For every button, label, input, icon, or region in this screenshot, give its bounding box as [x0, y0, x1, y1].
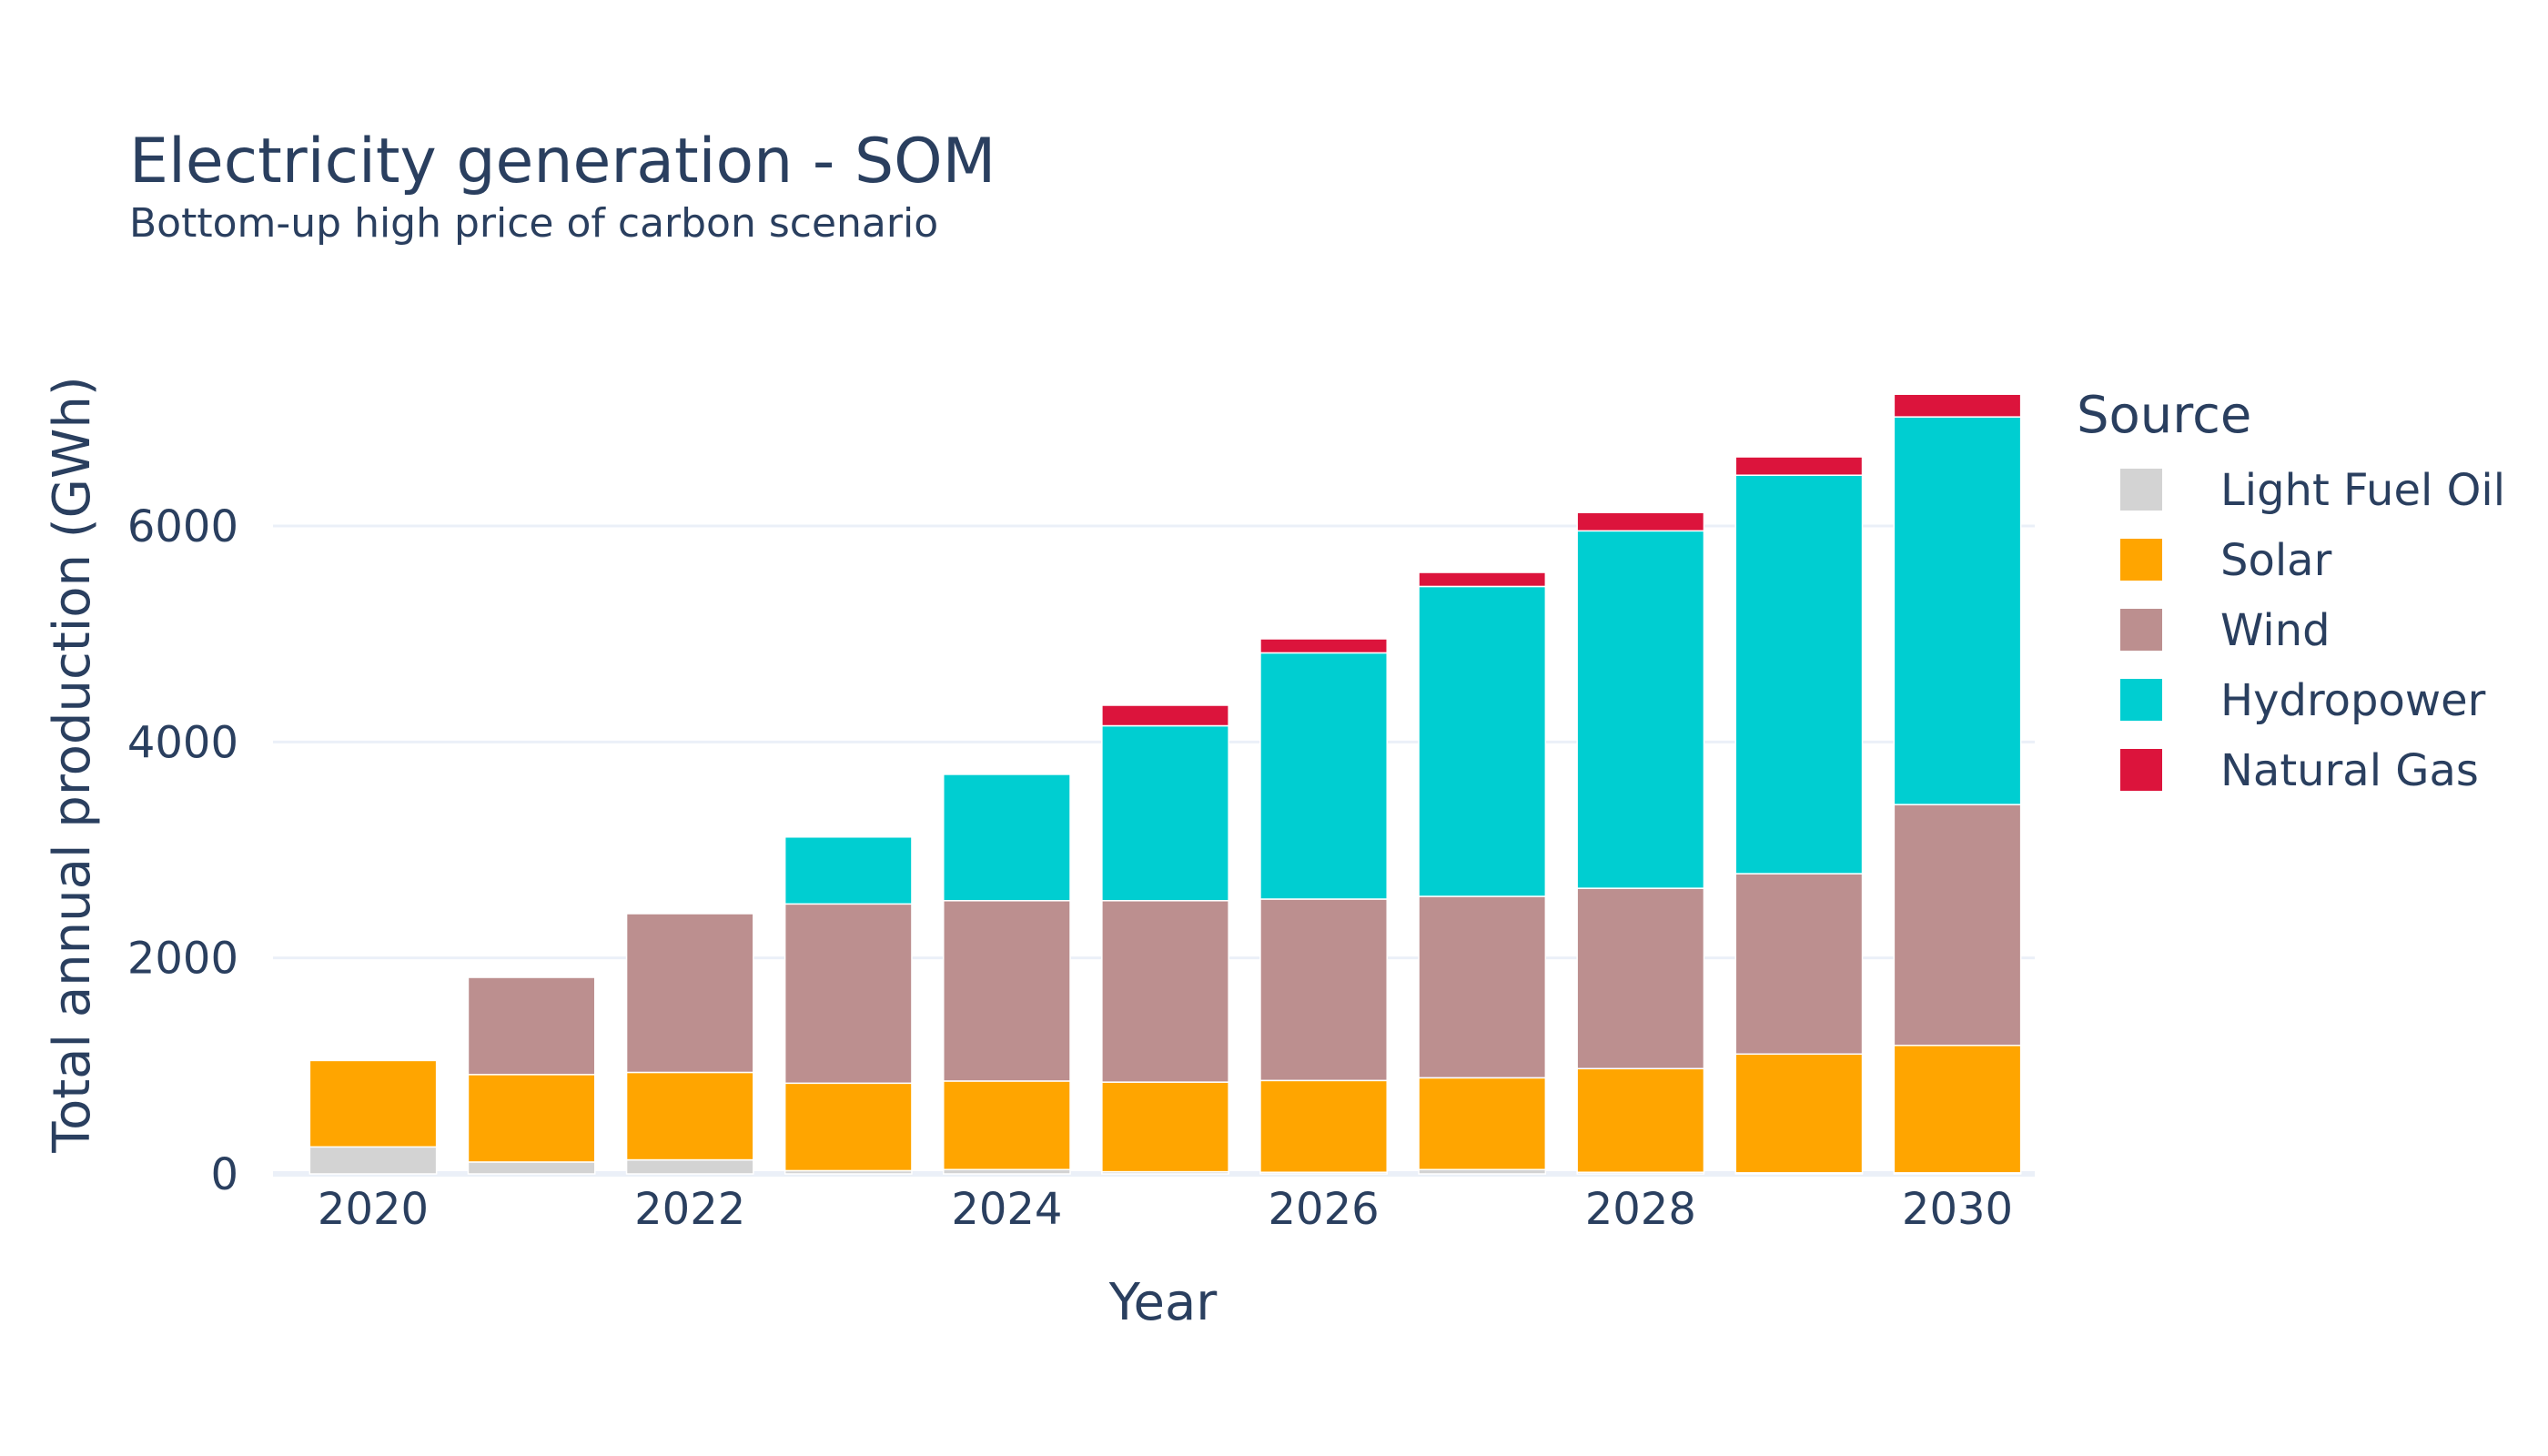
bar-segment-wind [784, 903, 913, 1085]
legend-item-label: Hydropower [2220, 675, 2486, 726]
bar-segment-wind [625, 913, 754, 1074]
bar-segment-solar [1418, 1077, 1547, 1171]
bar-segment-hydropower [1259, 652, 1388, 900]
bar-segment-hydropower [1101, 724, 1229, 902]
x-axis-ticks: 2020 2022 2024 2026 2028 2030 [318, 1184, 2013, 1235]
bar-segment-wind [943, 900, 1071, 1082]
bar-segment-hydropower [1418, 585, 1547, 897]
bar-segment-natural-gas [1893, 393, 2022, 418]
bar-segment-light-fuel-oil [625, 1158, 754, 1175]
bar-segment-hydropower [1734, 474, 1864, 875]
legend-swatch [2120, 749, 2162, 791]
bar-segment-natural-gas [1259, 638, 1388, 654]
y-tick-label: 0 [210, 1149, 238, 1200]
legend-swatch [2120, 679, 2162, 721]
bar-segment-wind [1418, 895, 1547, 1079]
y-tick-label: 6000 [127, 501, 238, 552]
legend-item-label: Light Fuel Oil [2220, 465, 2505, 516]
bar-segment-hydropower [784, 836, 913, 905]
bar-segment-wind [1576, 887, 1705, 1070]
bar-segment-solar [467, 1074, 596, 1163]
x-tick-label: 2020 [318, 1184, 429, 1235]
bar-segment-natural-gas [1418, 571, 1547, 588]
legend-swatch [2120, 539, 2162, 581]
y-tick-label: 2000 [127, 934, 238, 985]
bar-segment-natural-gas [1734, 456, 1864, 476]
bar-segment-natural-gas [1101, 704, 1229, 727]
bar-segment-solar [625, 1071, 754, 1161]
bar-segment-light-fuel-oil [308, 1146, 438, 1175]
bar-segment-solar [1576, 1067, 1705, 1173]
bar-segment-solar [1101, 1081, 1229, 1173]
legend-title: Source [2077, 386, 2251, 445]
bar-segment-hydropower [1576, 530, 1705, 889]
bar-segment-solar [1893, 1045, 2022, 1174]
bar-segment-solar [1259, 1079, 1388, 1173]
bar-segment-natural-gas [1576, 511, 1705, 532]
chart-title: Electricity generation - SOM [129, 126, 996, 197]
legend-swatch [2120, 609, 2162, 651]
x-tick-label: 2030 [1902, 1184, 2013, 1235]
bar-segment-hydropower [1893, 416, 2022, 805]
legend-item-label: Natural Gas [2220, 745, 2479, 796]
x-axis-title: Year [1108, 1273, 1218, 1332]
bar-segment-wind [467, 976, 596, 1076]
legend: Source Light Fuel Oil Solar Wind Hydropower… [2077, 386, 2505, 796]
bar-segment-solar [308, 1059, 438, 1148]
bar-segment-light-fuel-oil [467, 1161, 596, 1175]
bar-segment-solar [784, 1082, 913, 1172]
x-tick-label: 2024 [951, 1184, 1062, 1235]
bar-segment-wind [1893, 804, 2022, 1046]
x-tick-label: 2026 [1269, 1184, 1380, 1235]
bar-segment-solar [943, 1080, 1071, 1171]
x-tick-label: 2028 [1585, 1184, 1696, 1235]
x-tick-label: 2022 [634, 1184, 745, 1235]
legend-item-label: Solar [2220, 535, 2332, 586]
bars [308, 393, 2022, 1175]
bar-segment-wind [1101, 900, 1229, 1083]
y-tick-label: 4000 [127, 717, 238, 768]
legend-item-label: Wind [2220, 605, 2331, 656]
bar-segment-wind [1259, 898, 1388, 1082]
legend-swatch [2120, 469, 2162, 511]
chart-subtitle: Bottom-up high price of carbon scenario [129, 200, 938, 247]
y-axis-title: Total annual production (GWh) [43, 376, 102, 1154]
bar-segment-solar [1734, 1053, 1864, 1174]
bar-segment-hydropower [943, 774, 1071, 902]
bar-segment-wind [1734, 873, 1864, 1056]
y-axis-ticks: 0 2000 4000 6000 [127, 501, 238, 1200]
